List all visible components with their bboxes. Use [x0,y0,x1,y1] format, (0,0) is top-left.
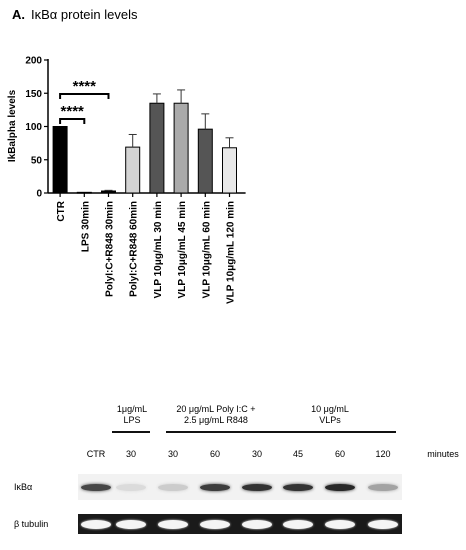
blot-band [368,483,398,491]
ikba-blot [78,474,402,500]
bar [222,147,237,194]
x-tick-label: CTR [56,200,67,221]
blot-row-label: IκBα [14,482,33,492]
treatment-group-label: 1μg/mL LPS [116,404,148,425]
x-tick-label: LPS 30min [80,201,91,252]
y-axis-label: IkBalpha levels [7,89,18,162]
blot-band [200,519,230,529]
bar [52,126,68,194]
bar [76,191,92,194]
x-tick-label: VLP 10μg/mL 120 min [226,201,237,304]
bar [197,128,213,194]
bar [125,146,141,194]
x-tick-label: VLP 10μg/mL 30 min [153,201,164,298]
bar [173,102,189,194]
y-tick-label: 50 [31,155,43,166]
blot-band [158,483,188,491]
blot-band [116,483,146,491]
bar [101,190,116,194]
blot-band [325,483,355,491]
treatment-group-bracket [166,431,266,433]
lane-label: 30 [251,449,262,459]
blot-row-label: β tubulin [14,519,49,529]
significance-label: **** [61,103,85,120]
time-unit-label: minutes [427,449,459,459]
treatment-group-label: 10 μg/mL VLPs [311,404,349,425]
bar-chart: A. IκBα protein levels IkBalpha levels 0… [7,7,246,304]
significance-label: **** [73,78,97,95]
treatment-group-bracket [112,431,150,433]
y-tick-label: 200 [25,56,42,67]
y-tick-label: 100 [25,122,42,133]
panel-label: A. [12,7,25,22]
x-tick-label: VLP 10μg/mL 60 min [201,201,212,298]
significance-brackets: **** **** [59,78,110,124]
blot-band [116,519,146,529]
lane-label: 30 [125,449,136,459]
blot-band [368,519,398,529]
x-tick-label: PolyI:C+R848 60min [129,201,140,297]
blot-band [242,483,272,491]
treatment-group-label: 20 μg/mL Poly I:C +2.5 μg/mL R848 [176,404,256,425]
bar-series [52,89,237,194]
blot-band [81,483,111,491]
lane-label: 120 [375,449,391,459]
blot-band [242,519,272,529]
blot-band [283,483,313,491]
blot-band [325,519,355,529]
y-tick-label: 150 [25,89,42,100]
significance-bracket [59,118,86,124]
lane-label: 60 [209,449,220,459]
blot-band [283,519,313,529]
lane-label: 30 [167,449,178,459]
significance-bracket [59,93,110,99]
bar [149,102,165,194]
blot-band [158,519,188,529]
blot-band [81,519,111,529]
x-tick-label: PolyI:C+R848 30min [105,201,116,297]
chart-title: IκBα protein levels [31,7,138,22]
x-tick-label: VLP 10μg/mL 45 min [177,201,188,298]
tubulin-blot [78,514,402,534]
chart-axes: 0 50 100 150 200 CTR LPS 30min PolyI:C+R848 30m… [25,56,246,304]
lane-label: CTR [86,449,106,459]
treatment-group-bracket [252,431,396,433]
y-tick-label: 0 [36,189,42,200]
lane-label: 60 [334,449,345,459]
blot-band [200,483,230,491]
lane-label: 45 [292,449,303,459]
